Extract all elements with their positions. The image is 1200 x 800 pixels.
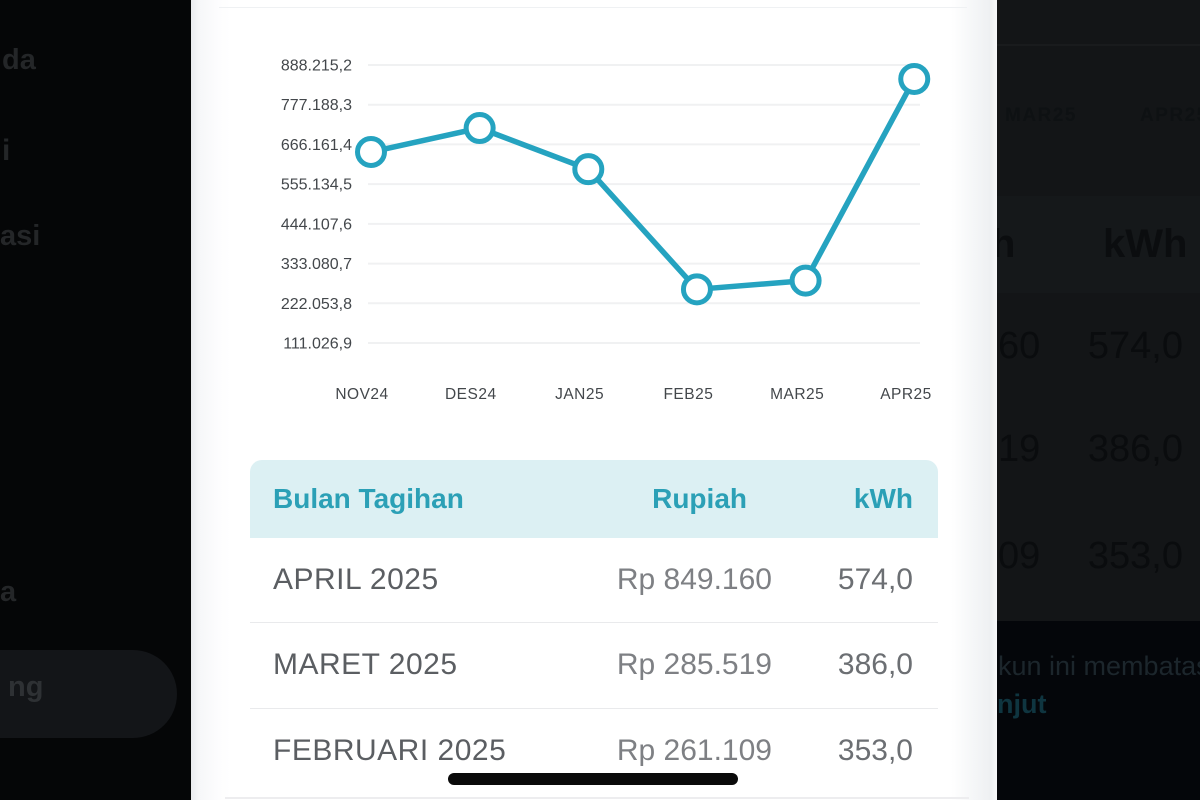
table-row[interactable]: APRIL 2025 Rp 849.160 574,0 — [250, 538, 938, 622]
card-top-divider — [219, 7, 967, 8]
dimmed-screen-upper: MAR25 APR25 h kWh 60 574,0 19 386,0 09 3… — [997, 0, 1200, 621]
dimmed-link-text: njut — [997, 689, 1047, 719]
y-tick-label: 555.134,5 — [281, 177, 352, 194]
row-kwh: 353,0 — [837, 734, 913, 767]
row-rupiah: Rp 285.519 — [616, 648, 772, 681]
left-dim-panel: da i asi a ng — [0, 0, 191, 800]
chart-point — [463, 112, 496, 145]
row-month: FEBRUARI 2025 — [273, 734, 507, 767]
y-tick-label: 333.080,7 — [281, 256, 352, 273]
header-bulan-tagihan: Bulan Tagihan — [273, 483, 464, 514]
dimmed-table-row: 19 386,0 — [997, 430, 1200, 470]
billing-line-chart: 888.215,2 777.188,3 666.161,4 555.134,5 444.… — [281, 58, 932, 404]
row-rupiah: Rp 849.160 — [616, 563, 772, 596]
dimmed-kwh-value: 386,0 — [1087, 428, 1183, 470]
dimmed-kwh-value: 574,0 — [1087, 325, 1183, 367]
row-rupiah: Rp 261.109 — [616, 734, 772, 767]
table-row[interactable]: FEBRUARI 2025 Rp 261.109 353,0 — [250, 709, 938, 793]
x-axis-label: DES24 — [445, 386, 497, 403]
dimmed-notice-text: kun ini membatas — [998, 651, 1200, 681]
dimmed-table-row: 09 353,0 — [997, 537, 1200, 577]
chart-point — [572, 153, 605, 186]
row-month: MARET 2025 — [273, 648, 458, 681]
row-kwh: 386,0 — [837, 648, 913, 681]
y-tick-label: 222.053,8 — [281, 296, 352, 313]
row-divider — [250, 622, 938, 623]
dimmed-pill-button[interactable] — [0, 650, 177, 738]
chart-point — [898, 62, 931, 95]
dimmed-screen-lower: kun ini membatas njut — [997, 621, 1200, 800]
row-month: APRIL 2025 — [273, 563, 439, 596]
dimmed-table-row: 60 574,0 — [997, 327, 1200, 367]
dimmed-menu-text: da — [2, 44, 36, 76]
dimmed-rupiah-value: 09 — [998, 535, 1041, 577]
dimmed-header-kwh: kWh — [1103, 222, 1188, 266]
row-kwh: 574,0 — [837, 563, 913, 596]
dimmed-rupiah-value: 60 — [998, 325, 1041, 367]
dimmed-x-label: APR25 — [1140, 105, 1200, 126]
dimmed-menu-text: asi — [0, 220, 41, 252]
y-tick-label: 666.161,4 — [281, 137, 352, 154]
row-divider — [225, 797, 969, 799]
dimmed-header-rupiah-partial: h — [997, 222, 1016, 266]
x-axis-label: JAN25 — [555, 386, 604, 403]
chart-line — [368, 76, 917, 293]
billing-table-header: Bulan Tagihan Rupiah kWh — [250, 460, 938, 538]
x-axis-label: MAR25 — [770, 386, 824, 403]
header-kwh: kWh — [853, 483, 913, 514]
x-axis-label: NOV24 — [335, 386, 388, 403]
dimmed-gridline — [997, 44, 1200, 46]
chart-point — [355, 135, 387, 168]
header-rupiah: Rupiah — [652, 483, 747, 514]
y-tick-label: 111.026,9 — [283, 335, 352, 352]
home-indicator-bar — [448, 773, 738, 785]
y-tick-label: 888.215,2 — [281, 58, 352, 75]
y-tick-label: 777.188,3 — [281, 97, 352, 114]
dimmed-pill-button-label: ng — [8, 671, 44, 703]
dimmed-menu-text: i — [2, 134, 11, 167]
chart-point — [789, 264, 822, 297]
table-row[interactable]: MARET 2025 Rp 285.519 386,0 — [250, 623, 938, 707]
dimmed-kwh-value: 353,0 — [1087, 535, 1183, 577]
dimmed-table-header-band — [997, 196, 1200, 293]
dimmed-rupiah-value: 19 — [998, 428, 1041, 470]
y-tick-label: 444.107,6 — [281, 216, 352, 233]
right-dim-panel: MAR25 APR25 h kWh 60 574,0 19 386,0 09 3… — [997, 0, 1200, 800]
x-axis-label: APR25 — [880, 386, 932, 403]
billing-table: Bulan Tagihan Rupiah kWh APRIL 2025 Rp 8… — [191, 0, 997, 800]
chart-point — [680, 273, 713, 306]
row-divider — [250, 708, 938, 709]
x-axis-label: FEB25 — [663, 386, 713, 403]
dimmed-menu-text: a — [0, 576, 17, 608]
phone-screenshot-card: 888.215,2 777.188,3 666.161,4 555.134,5 444.… — [191, 0, 997, 800]
dimmed-x-label: MAR25 — [1005, 105, 1077, 126]
